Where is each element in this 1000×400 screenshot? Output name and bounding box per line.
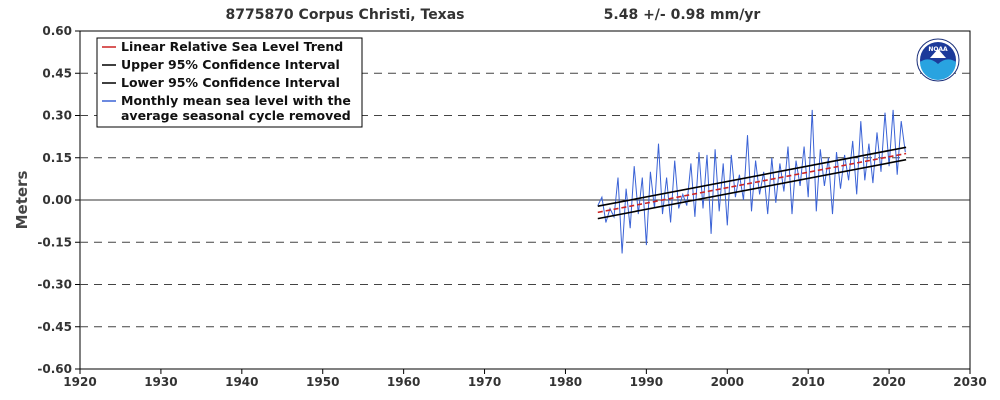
grid [80, 72, 970, 328]
y-tick-label: 0.30 [42, 109, 72, 123]
y-tick-label: -0.15 [37, 235, 72, 249]
y-axis: 0.60 0.45 0.30 0.15 0.00 -0.15 -0.30 -0.45 -0.60 [37, 24, 80, 376]
chart-title: 8775870 Corpus Christi, Texas [225, 7, 464, 23]
y-tick-label: 0.60 [42, 24, 72, 38]
legend-label: average seasonal cycle removed [121, 108, 351, 123]
trend-rate: 5.48 +/- 0.98 mm/yr [604, 7, 761, 23]
x-tick-label: 2020 [872, 375, 905, 389]
y-tick-label: 0.45 [42, 66, 72, 80]
y-tick-label: -0.30 [37, 278, 72, 292]
legend: Linear Relative Sea Level Trend Upper 95%… [96, 37, 363, 128]
x-tick-label: 1990 [630, 375, 663, 389]
x-tick-label: 1970 [468, 375, 501, 389]
upper-ci-line [597, 146, 907, 207]
x-axis: 1920 1930 1940 1950 1960 1970 1980 1990 2000 2010… [63, 369, 987, 389]
legend-box [96, 37, 363, 128]
x-tick-label: 1980 [549, 375, 582, 389]
y-tick-label: 0.15 [42, 151, 72, 165]
legend-label: Upper 95% Confidence Interval [121, 57, 340, 72]
y-tick-label: -0.60 [37, 362, 72, 376]
x-tick-label: 1960 [387, 375, 420, 389]
legend-label: Monthly mean sea level with the [121, 93, 351, 108]
x-tick-label: 2000 [711, 375, 744, 389]
noaa-logo: NOAA [916, 38, 960, 82]
trend-line [597, 152, 907, 214]
series-layer [597, 109, 907, 254]
x-tick-label: 2010 [791, 375, 824, 389]
noaa-logo-text: NOAA [928, 46, 948, 53]
x-tick-label: 1940 [225, 375, 258, 389]
x-tick-label: 1930 [144, 375, 177, 389]
x-tick-label: 2030 [953, 375, 986, 389]
y-tick-label: -0.45 [37, 320, 72, 334]
lower-ci-line [597, 158, 907, 220]
x-tick-label: 1920 [63, 375, 96, 389]
legend-label: Linear Relative Sea Level Trend [121, 39, 343, 54]
legend-label: Lower 95% Confidence Interval [121, 75, 340, 90]
y-axis-label: Meters [13, 171, 31, 230]
x-tick-label: 1950 [306, 375, 339, 389]
y-tick-label: 0.00 [42, 193, 72, 207]
